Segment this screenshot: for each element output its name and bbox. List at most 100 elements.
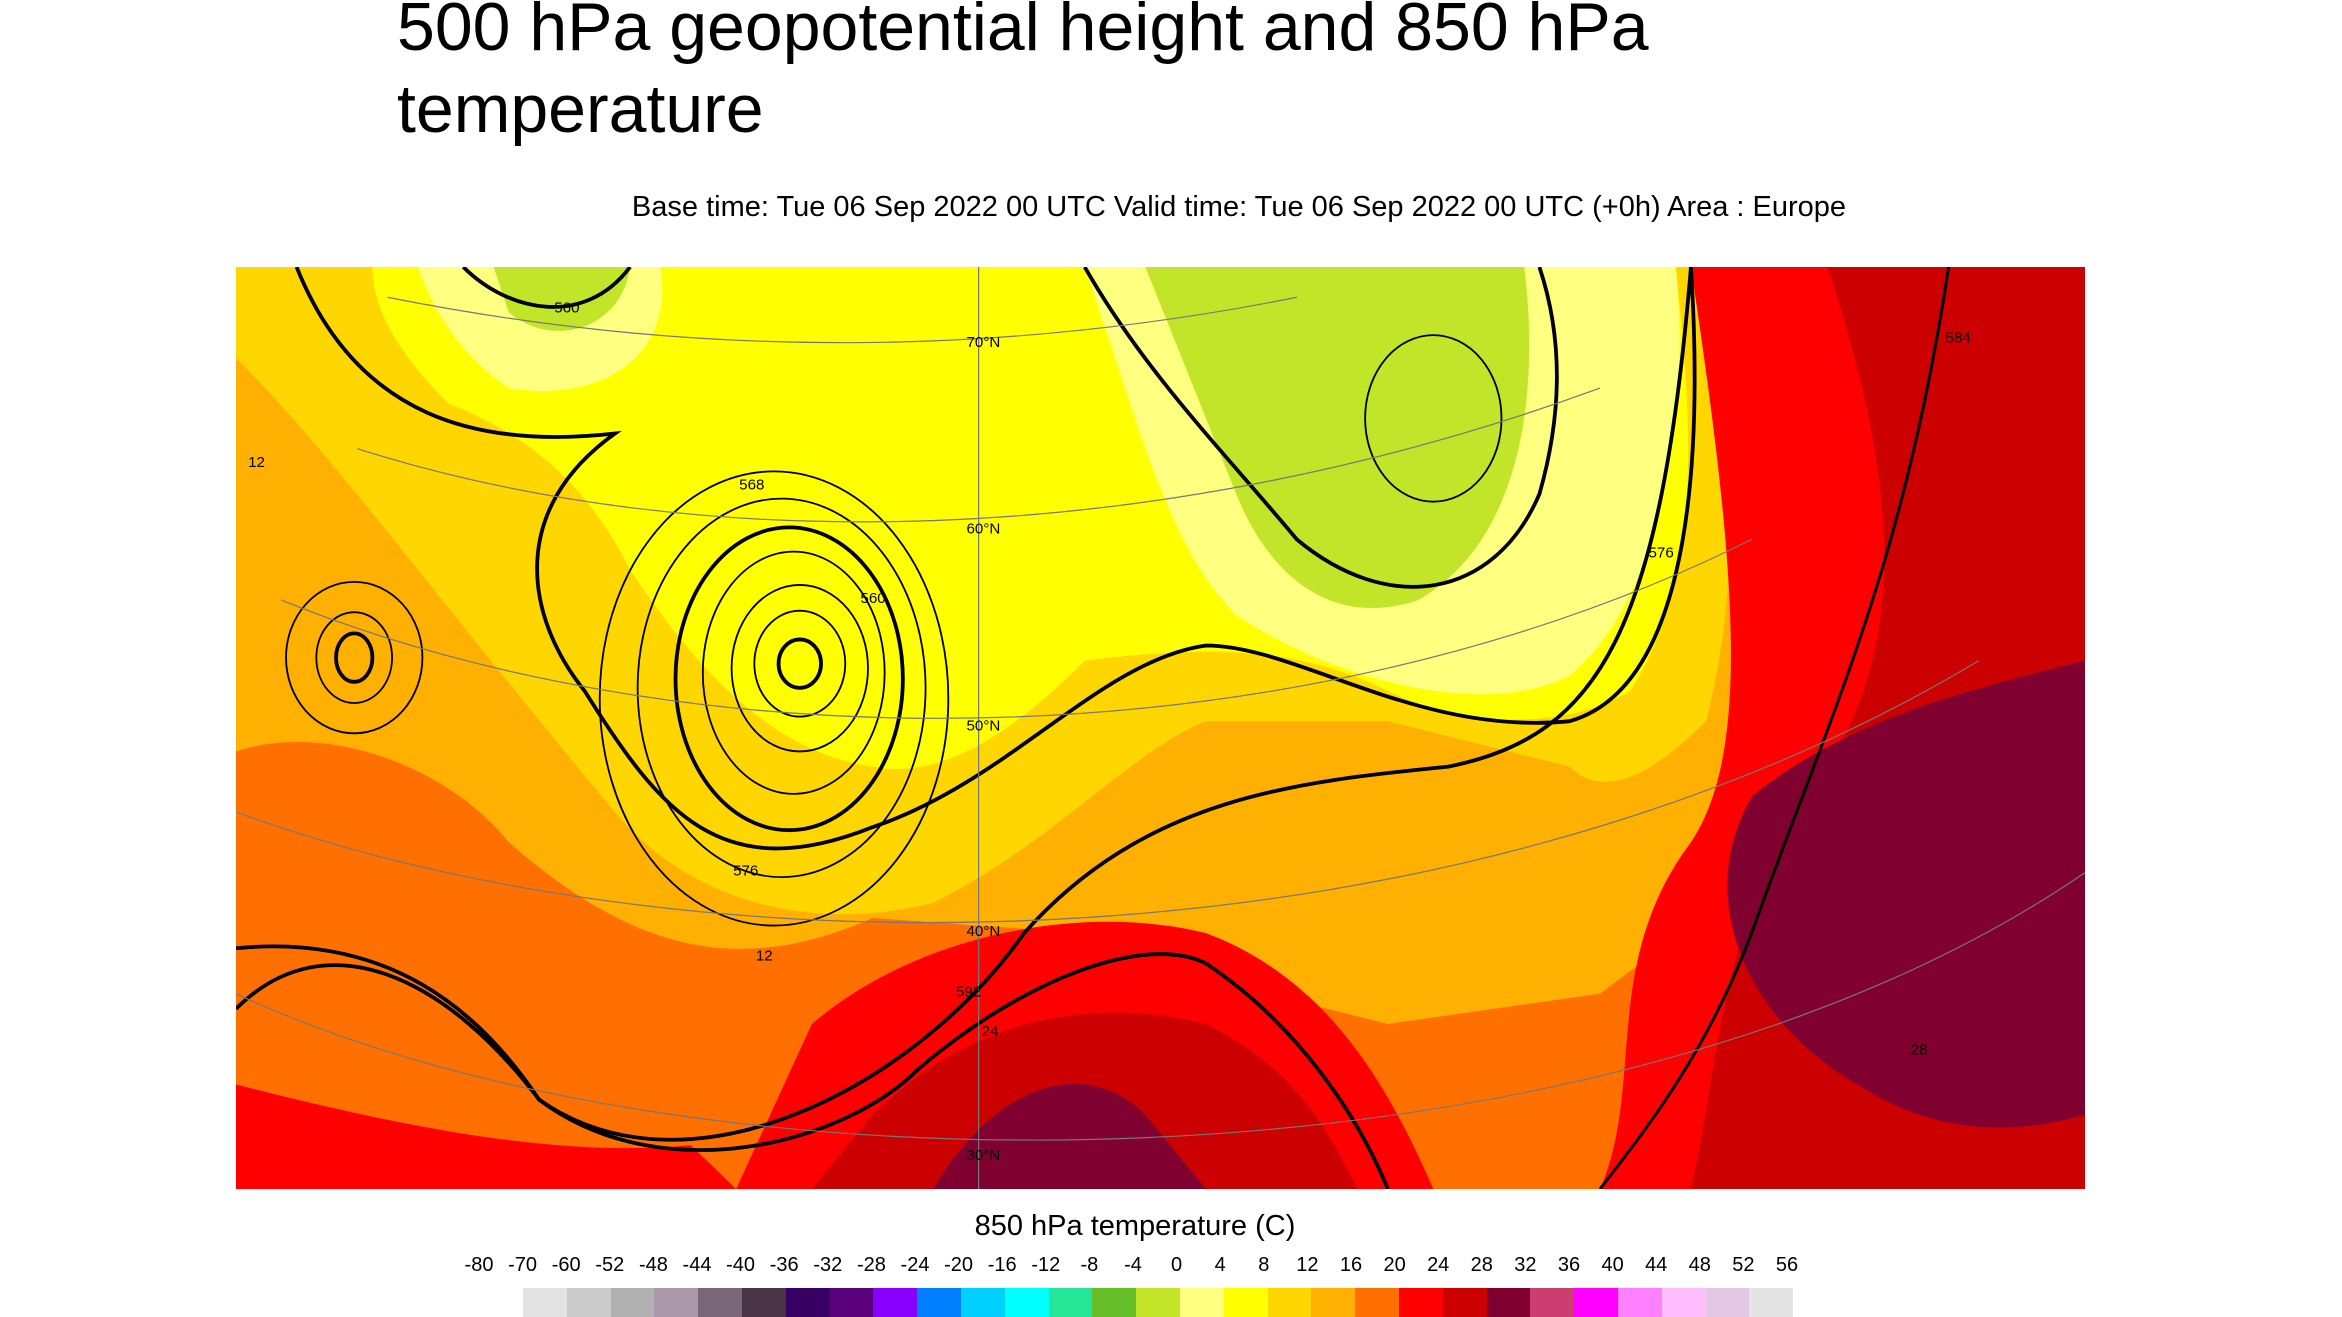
contour-label: 584 <box>1946 330 1971 347</box>
colorbar-swatch <box>1048 1288 1093 1317</box>
colorbar-swatch <box>1705 1288 1750 1317</box>
colorbar-tick-label: 8 <box>1258 1254 1270 1276</box>
temp-label: 28 <box>1911 1041 1928 1058</box>
colorbar-tick-label: -80 <box>464 1254 494 1276</box>
lat-label: 30°N <box>967 1147 1001 1164</box>
colorbar-tick-label: 4 <box>1214 1254 1226 1276</box>
colorbar-swatch <box>1267 1288 1312 1317</box>
colorbar-swatch <box>1617 1288 1662 1317</box>
colorbar-swatch <box>1179 1288 1224 1317</box>
temp-label: 24 <box>982 1023 999 1040</box>
colorbar-swatch <box>1004 1288 1049 1317</box>
latitude-line-30n <box>236 872 2085 1141</box>
colorbar-swatch <box>566 1288 611 1317</box>
colorbar-swatch <box>785 1288 830 1317</box>
colorbar-tick-label: -12 <box>1031 1254 1061 1276</box>
colorbar-swatch <box>741 1288 786 1317</box>
contour <box>285 580 424 735</box>
lat-label: 40°N <box>967 923 1001 940</box>
colorbar-swatch <box>1355 1288 1399 1317</box>
colorbar-tick-label: 36 <box>1557 1254 1581 1276</box>
colorbar-swatch <box>698 1288 742 1317</box>
lat-label: 60°N <box>967 520 1001 537</box>
colorbar-swatch <box>960 1288 1005 1317</box>
colorbar-swatch <box>1311 1288 1356 1317</box>
contour <box>636 497 927 879</box>
colorbar <box>523 1288 1794 1317</box>
contour-568 <box>294 267 1697 851</box>
colorbar-swatch <box>1136 1288 1180 1317</box>
temp-label: 12 <box>756 947 773 964</box>
colorbar-tick-label: -32 <box>813 1254 843 1276</box>
colorbar-swatch <box>1398 1288 1443 1317</box>
lat-label: 70°N <box>967 334 1001 351</box>
colorbar-swatch <box>829 1288 874 1317</box>
temp-label: 12 <box>248 454 265 471</box>
colorbar-swatch <box>1530 1288 1575 1317</box>
fill-28-32-east <box>1727 660 2085 1128</box>
colorbar-swatch <box>1092 1288 1137 1317</box>
contour-584 <box>1598 267 1951 1189</box>
colorbar-tick-label: 28 <box>1470 1254 1493 1276</box>
colorbar-tick-label: 32 <box>1514 1254 1537 1276</box>
colorbar-swatch <box>1223 1288 1268 1317</box>
contour-560-north <box>461 267 1559 589</box>
contour-label: 560 <box>860 590 885 607</box>
colorbar-tick-label: -4 <box>1124 1254 1142 1276</box>
colorbar-tick-label: 24 <box>1427 1254 1450 1276</box>
colorbar-tick-label: -44 <box>682 1254 712 1276</box>
contour <box>598 470 950 927</box>
colorbar-tick-label: -20 <box>944 1254 974 1276</box>
contour-north-low <box>1364 334 1503 503</box>
colorbar-tick-label: -60 <box>551 1254 581 1276</box>
colorbar-swatch <box>1574 1288 1618 1317</box>
latitude-line-60n <box>357 387 1601 523</box>
colorbar-swatch <box>1486 1288 1531 1317</box>
contour <box>753 609 847 718</box>
chart-title: 500 hPa geopotential height and 850 hPa … <box>397 0 1649 147</box>
colorbar-title: 850 hPa temperature (C) <box>974 1210 1296 1242</box>
fill-minus4-0 <box>493 267 1530 609</box>
colorbar-tick-label: -16 <box>987 1254 1017 1276</box>
contour-label: 576 <box>1649 545 1674 562</box>
lat-label: 50°N <box>967 717 1001 734</box>
colorbar-tick-label: -40 <box>726 1254 756 1276</box>
contour-label: 592 <box>956 984 981 1001</box>
colorbar-swatch <box>873 1288 918 1317</box>
contour-low-centre <box>776 637 823 690</box>
colorbar-tick-label: -24 <box>900 1254 930 1276</box>
fill-28-32-south <box>933 1083 1206 1189</box>
contour-label: 568 <box>739 477 764 494</box>
contour <box>730 584 869 753</box>
contour-small-low <box>334 631 375 684</box>
contour-label: 576 <box>733 863 758 880</box>
colorbar-tick-label: -8 <box>1080 1254 1099 1276</box>
colorbar-tick-label: 52 <box>1732 1254 1755 1276</box>
contour-560 <box>673 525 905 833</box>
colorbar-tick-label: 44 <box>1645 1254 1668 1276</box>
colorbar-swatch <box>1749 1288 1794 1317</box>
colorbar-swatch <box>1442 1288 1487 1317</box>
latitude-line-70n <box>387 296 1298 344</box>
colorbar-swatch <box>610 1288 655 1317</box>
contour <box>315 611 394 704</box>
fill-16-20-west <box>236 690 2085 1189</box>
colorbar-tick-label: 12 <box>1296 1254 1319 1276</box>
weather-map: 560 560 568 576 576 584 592 12 12 24 28 … <box>236 267 2085 1189</box>
colorbar-tick-label: 40 <box>1601 1254 1624 1276</box>
latitude-line-40n <box>236 660 1980 924</box>
colorbar-swatch <box>917 1288 961 1317</box>
contour-592 <box>236 944 1390 1189</box>
colorbar-tick-label: -48 <box>638 1254 668 1276</box>
latitude-line-50n <box>281 538 1752 719</box>
colorbar-tick-label: -28 <box>856 1254 886 1276</box>
contour-576 <box>236 267 1693 1142</box>
colorbar-tick-label: -52 <box>595 1254 625 1276</box>
colorbar-tick-label: 56 <box>1775 1254 1799 1276</box>
contour-label: 560 <box>554 299 579 316</box>
colorbar-tick-label: 16 <box>1339 1254 1363 1276</box>
chart-subtitle: Base time: Tue 06 Sep 2022 00 UTC Valid … <box>631 191 1847 223</box>
contour <box>701 550 886 795</box>
colorbar-swatch <box>523 1288 567 1317</box>
colorbar-swatch <box>1661 1288 1706 1317</box>
